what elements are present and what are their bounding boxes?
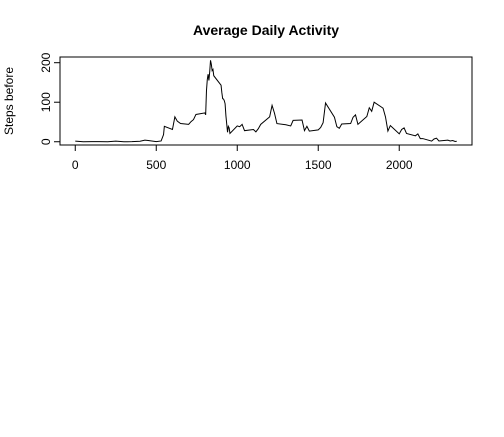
x-tick-label: 1000 — [224, 158, 251, 172]
x-tick-label: 500 — [146, 158, 166, 172]
data-line — [75, 60, 457, 143]
y-tick-label: 100 — [39, 92, 53, 112]
y-axis-label: Steps before — [2, 67, 16, 135]
y-tick-label: 200 — [39, 52, 53, 72]
plot-box — [59, 56, 473, 146]
y-tick-label: 0 — [39, 138, 53, 145]
x-tick-label: 1500 — [305, 158, 332, 172]
x-tick-label: 2000 — [386, 158, 413, 172]
x-tick-label: 0 — [72, 158, 79, 172]
chart-title: Average Daily Activity — [193, 22, 339, 38]
